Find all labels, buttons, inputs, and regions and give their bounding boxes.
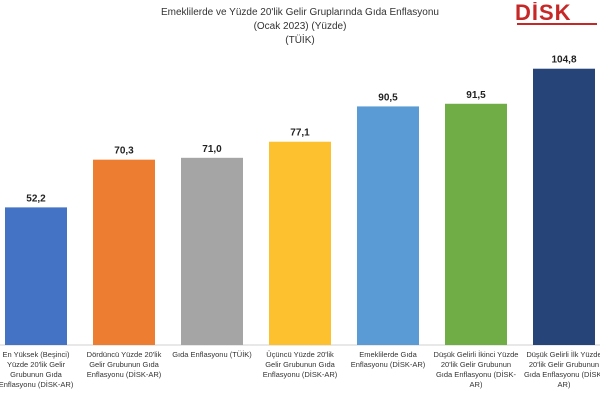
bar-0	[5, 207, 67, 345]
category-label-3: Üçüncü Yüzde 20'lik Gelir Grubunun Gıda En…	[263, 350, 338, 379]
disk-ar-logo: DİSK AR	[513, 2, 598, 28]
category-label-5-line-1: 20'lik Gelir Grubunun	[441, 360, 511, 369]
logo-underline	[517, 23, 597, 25]
chart-title-line-3: (TÜİK)	[285, 35, 315, 46]
category-label-0-line-2: Grubunun Gıda	[10, 370, 63, 379]
category-label-5: Düşük Gelirli İkinci Yüzde 20'lik Gelir G…	[434, 350, 519, 389]
data-label-0: 52,2	[26, 193, 46, 204]
bar-4	[357, 106, 419, 345]
chart-title-line-2: (Ocak 2023) (Yüzde)	[253, 21, 347, 32]
data-label-2: 71,0	[202, 144, 222, 155]
chart-title: Emeklilerde ve Yüzde 20'lik Gelir Grupla…	[120, 6, 480, 48]
category-label-6-line-0: Düşük Gelirli İlk Yüzde	[526, 350, 600, 359]
category-label-0-line-3: Enflasyonu (DİSK-AR)	[0, 380, 74, 389]
category-label-3-line-0: Üçüncü Yüzde 20'lik	[266, 350, 334, 359]
category-label-4-line-1: Enflasyonu (DİSK-AR)	[351, 360, 426, 369]
data-label-3: 77,1	[290, 128, 310, 139]
category-label-1-line-2: Enflasyonu (DİSK-AR)	[87, 370, 162, 379]
data-label-4: 90,5	[378, 92, 398, 103]
data-label-1: 70,3	[114, 146, 134, 157]
category-label-0-line-1: Yüzde 20'lik Gelir	[7, 360, 66, 369]
bar-6	[533, 68, 595, 345]
category-label-5-line-3: AR)	[470, 380, 483, 389]
category-label-3-line-1: Gelir Grubunun Gıda	[265, 360, 335, 369]
category-label-6-line-3: AR)	[558, 380, 571, 389]
category-label-4: Emeklilerde Gıda Enflasyonu (DİSK-AR)	[351, 350, 426, 369]
category-label-5-line-2: Gıda Enflasyonu (DİSK-	[436, 370, 517, 379]
category-label-0-line-0: En Yüksek (Beşinci)	[3, 350, 70, 359]
category-label-3-line-2: Enflasyonu (DİSK-AR)	[263, 370, 338, 379]
category-label-2: Gıda Enflasyonu (TÜİK)	[172, 350, 252, 359]
data-label-5: 91,5	[466, 90, 486, 101]
category-label-0: En Yüksek (Beşinci) Yüzde 20'lik Gelir Gru…	[0, 350, 74, 389]
data-label-6: 104,8	[551, 55, 576, 66]
bar-1	[93, 159, 155, 345]
category-label-1: Dördüncü Yüzde 20'lik Gelir Grubunun Gıda…	[87, 350, 162, 379]
category-label-1-line-0: Dördüncü Yüzde 20'lik	[87, 350, 162, 359]
chart-title-line-1: Emeklilerde ve Yüzde 20'lik Gelir Grupla…	[161, 7, 439, 18]
category-label-6: Düşük Gelirli İlk Yüzde 20'lik Gelir Grub…	[524, 350, 600, 389]
bar-3	[269, 141, 331, 345]
bar-2	[181, 157, 243, 345]
category-label-4-line-0: Emeklilerde Gıda	[359, 350, 417, 359]
category-label-6-line-1: 20'lik Gelir Grubunun	[529, 360, 599, 369]
category-label-6-line-2: Gıda Enflasyonu (DİSK-	[524, 370, 600, 379]
bar-5	[445, 103, 507, 345]
category-label-5-line-0: Düşük Gelirli İkinci Yüzde	[434, 350, 519, 359]
category-label-1-line-1: Gelir Grubunun Gıda	[89, 360, 159, 369]
category-label-2-line-0: Gıda Enflasyonu (TÜİK)	[172, 350, 252, 359]
logo-wordmark: DİSK AR	[515, 2, 572, 28]
